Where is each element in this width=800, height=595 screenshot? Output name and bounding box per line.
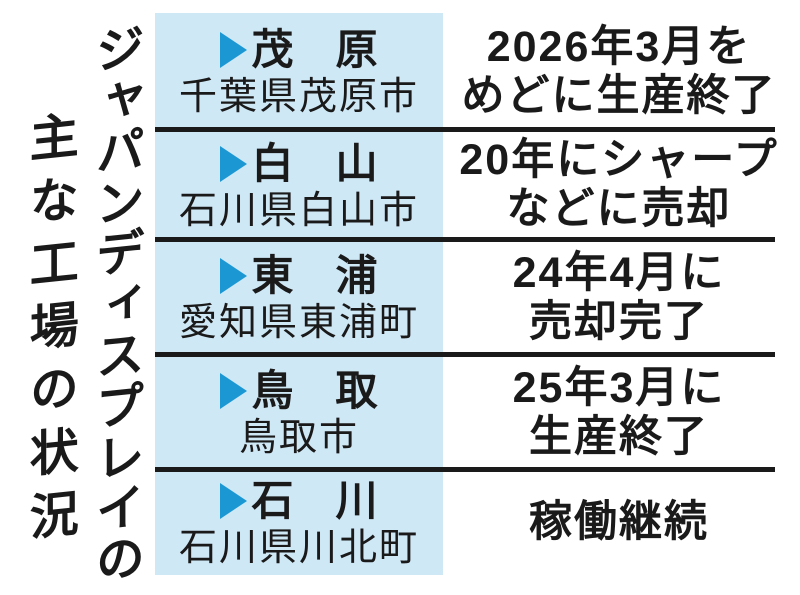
factory-name: 石 川 [251, 477, 378, 524]
factory-name-line: 鳥 取 [220, 367, 378, 414]
row-divider [155, 467, 775, 472]
status-cell: 2026年3月を めどに生産終了 [443, 13, 795, 130]
status-cell: 20年にシャープ などに売却 [443, 130, 795, 240]
factory-cell: 東 浦 愛知県東浦町 [155, 240, 443, 355]
graphic-title-line2: 主な工場の状況 [22, 109, 77, 556]
row-divider [155, 352, 775, 357]
factory-cell: 茂 原 千葉県茂原市 [155, 13, 443, 130]
status-text: 稼働継続 [529, 498, 709, 547]
factory-name: 白 山 [251, 139, 378, 187]
factory-name-line: 茂 原 [220, 26, 378, 73]
factory-name: 鳥 取 [251, 367, 378, 414]
table-row: 白 山 石川県白山市 20年にシャープ などに売却 [155, 130, 795, 240]
factory-location: 鳥取市 [238, 417, 359, 459]
factory-name: 茂 原 [251, 26, 378, 73]
factory-status-table: 茂 原 千葉県茂原市 2026年3月を めどに生産終了 白 山 石川県白山市 2… [155, 13, 795, 575]
right-triangle-icon [220, 258, 248, 294]
status-text: 25年3月に 生産終了 [512, 363, 726, 461]
status-cell: 25年3月に 生産終了 [443, 355, 795, 470]
factory-cell: 白 山 石川県白山市 [155, 130, 443, 240]
table-row: 東 浦 愛知県東浦町 24年4月に 売却完了 [155, 240, 795, 355]
factory-name-line: 東 浦 [220, 252, 378, 299]
factory-location: 千葉県茂原市 [178, 76, 419, 118]
row-divider [155, 127, 775, 132]
right-triangle-icon [220, 373, 248, 409]
status-text: 24年4月に 売却完了 [512, 248, 726, 346]
status-cell: 24年4月に 売却完了 [443, 240, 795, 355]
table-row: 石 川 石川県川北町 稼働継続 [155, 470, 795, 575]
status-cell: 稼働継続 [443, 470, 795, 575]
status-text: 2026年3月を めどに生産終了 [461, 22, 777, 120]
factory-cell: 石 川 石川県川北町 [155, 470, 443, 575]
table-row: 茂 原 千葉県茂原市 2026年3月を めどに生産終了 [155, 13, 795, 130]
factory-name-line: 白 山 [220, 139, 378, 187]
graphic-title-line1: ジャパンディスプレイの [88, 21, 143, 588]
factory-cell: 鳥 取 鳥取市 [155, 355, 443, 470]
row-divider [155, 237, 775, 242]
factory-location: 愛知県東浦町 [178, 302, 419, 344]
factory-name: 東 浦 [251, 252, 378, 299]
right-triangle-icon [220, 483, 248, 519]
right-triangle-icon [220, 32, 248, 68]
factory-location: 石川県川北町 [178, 527, 419, 569]
right-triangle-icon [220, 145, 248, 182]
status-text: 20年にシャープ などに売却 [459, 136, 779, 233]
table-row: 鳥 取 鳥取市 25年3月に 生産終了 [155, 355, 795, 470]
factory-name-line: 石 川 [220, 477, 378, 524]
factory-location: 石川県白山市 [178, 189, 419, 232]
